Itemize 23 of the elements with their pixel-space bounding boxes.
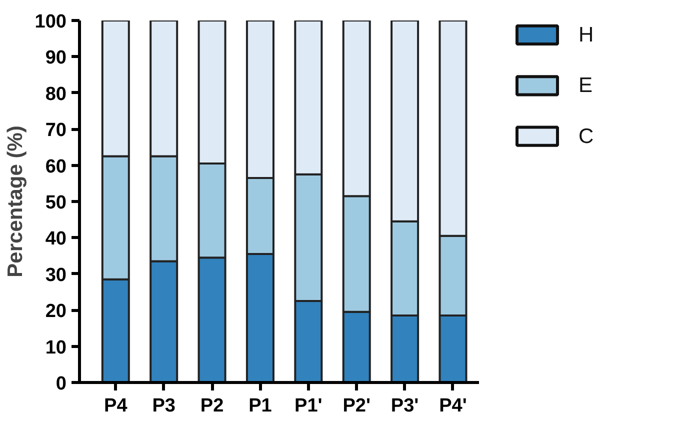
legend-label: E (578, 74, 593, 98)
x-tick-label: P4 (104, 396, 128, 416)
y-tick-label: 40 (45, 228, 67, 250)
x-tick-label: P3' (390, 396, 419, 416)
x-tick-label: P2 (200, 396, 224, 416)
x-tick-label: P1' (294, 396, 322, 416)
x-tick-label: P2' (342, 396, 370, 416)
x-tick-label: P4' (439, 396, 467, 416)
x-tick-label: P1 (248, 396, 272, 416)
y-tick-label: 50 (45, 192, 67, 214)
y-tick-label: 80 (45, 84, 67, 105)
y-tick-label: 20 (45, 301, 67, 322)
y-tick-label: 0 (56, 374, 67, 394)
y-axis-title: Percentage (%) (4, 126, 27, 278)
y-tick-label: 90 (45, 48, 67, 69)
y-tick-label: 10 (45, 337, 67, 358)
legend-label: H (578, 23, 594, 46)
y-tick-label: 70 (45, 120, 67, 142)
x-tick-label: P3 (152, 396, 176, 416)
y-tick-label: 100 (34, 12, 66, 32)
y-tick-label: 60 (45, 156, 67, 178)
legend-label: C (578, 124, 594, 148)
y-tick-label: 30 (45, 264, 67, 286)
